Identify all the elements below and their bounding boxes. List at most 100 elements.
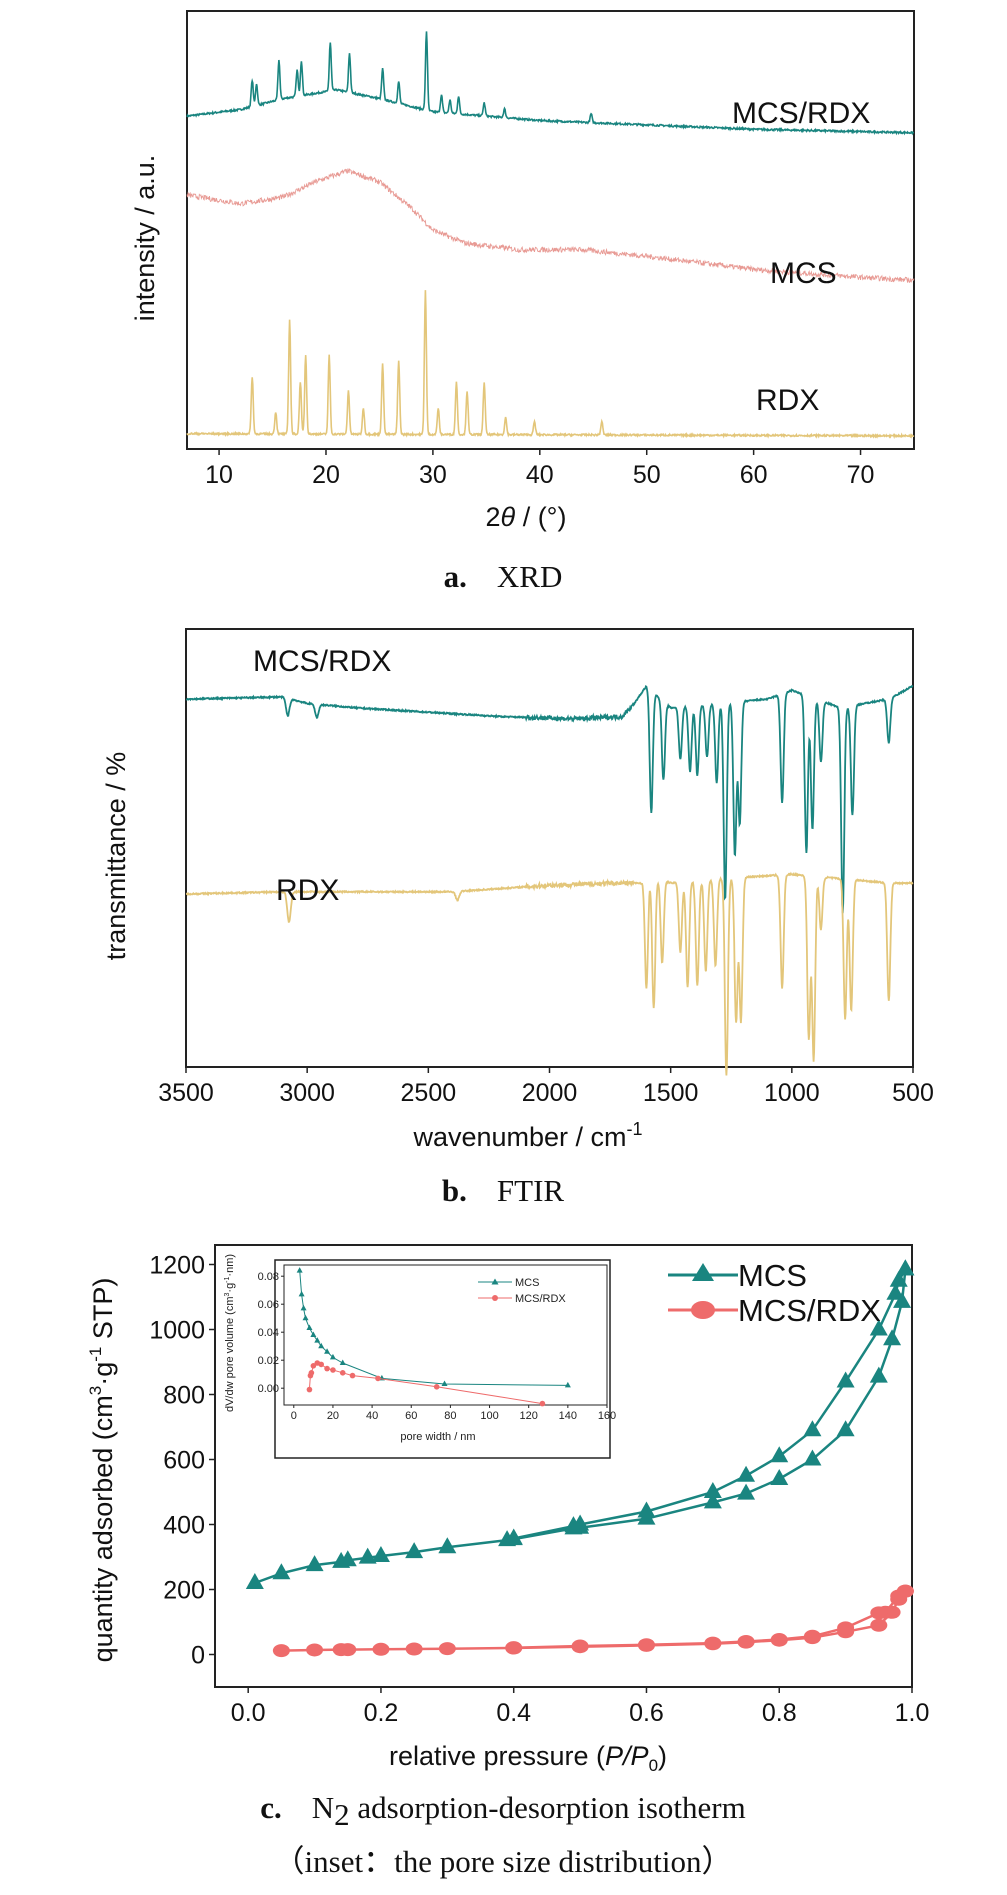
xrd-panel: 10 20 30 40 50 60 70 MCS/RDX MCS RDX intensity… (130, 10, 915, 594)
inset-y-axis-label: dV/dw pore volume (cm3·g-1·nm) (224, 1254, 236, 1412)
ftir-series-label-mcs-rdx: MCS/RDX (253, 645, 391, 678)
xrd-x-tick-label: 70 (847, 461, 875, 489)
inset-y-tick-label: 0.08 (258, 1271, 279, 1283)
bet-point-mcs (893, 1291, 912, 1308)
bet-point-mcs (703, 1482, 722, 1498)
xrd-x-tick-label: 60 (740, 461, 768, 489)
inset-point-mcs-rdx (349, 1372, 356, 1379)
bet-caption-letter: c. (260, 1790, 282, 1825)
xrd-x-tick-label: 10 (205, 461, 233, 489)
ftir-panel: 3500 3000 2500 2000 1500 1000 500 MCS/RDX RDX … (101, 628, 934, 1208)
bet-caption-line1: c. N2 adsorption-desorption isotherm (260, 1790, 745, 1832)
inset-x-tick-label: 100 (480, 1410, 498, 1422)
ftir-x-axis-label: wavenumber / cm-1 (412, 1119, 642, 1152)
inset-point-mcs (339, 1359, 346, 1365)
bet-x-tick-label: 0.0 (231, 1699, 266, 1727)
bet-y-axis-label: quantity adsorbed (cm3·g-1 STP) (86, 1278, 118, 1663)
bet-point-mcs (405, 1542, 424, 1559)
bet-point-mcs-rdx (737, 1635, 755, 1648)
bet-x-tick-label: 0.6 (629, 1699, 664, 1727)
bet-point-mcs (564, 1516, 583, 1533)
bet-point-mcs-rdx (890, 1589, 908, 1603)
inset-x-tick-label: 80 (444, 1410, 456, 1422)
bet-x-tick-label: 0.8 (762, 1699, 797, 1727)
legend-label-mcs-rdx: MCS/RDX (738, 1293, 881, 1328)
bet-point-mcs-rdx (372, 1642, 390, 1656)
ftir-x-tick-label: 1000 (764, 1079, 820, 1107)
bet-y-tick-label: 1200 (149, 1252, 205, 1280)
ftir-x-tick-label: 1500 (643, 1079, 699, 1107)
bet-point-mcs (305, 1555, 324, 1572)
inset-point-mcs-rdx (330, 1367, 336, 1373)
bet-point-mcs (869, 1319, 888, 1336)
bet-y-tick-label: 400 (163, 1512, 205, 1540)
inset-legend: MCS MCS/RDX (478, 1277, 566, 1305)
inset-plot-frame (283, 1264, 608, 1406)
inset-x-tick-label: 60 (405, 1410, 417, 1422)
inset-x-axis-label: pore width / nm (400, 1431, 475, 1443)
ftir-plot-frame (185, 628, 914, 1068)
bet-point-mcs (896, 1259, 915, 1276)
bet-caption-line2: （inset：the pore size distribution） (274, 1844, 733, 1879)
bet-point-mcs (272, 1563, 291, 1580)
bet-point-mcs-rdx (505, 1641, 523, 1655)
xrd-series-label-mcs-rdx: MCS/RDX (732, 97, 870, 130)
bet-point-mcs (869, 1366, 888, 1383)
xrd-plot-frame (186, 10, 915, 450)
ftir-x-tick-label: 500 (892, 1079, 934, 1107)
ftir-x-ticks: 3500 3000 2500 2000 1500 1000 500 (158, 1067, 934, 1107)
bet-point-mcs (438, 1537, 457, 1554)
inset-point-mcs (318, 1342, 325, 1349)
bet-point-mcs-rdx (571, 1639, 589, 1653)
bet-point-mcs-rdx (870, 1606, 888, 1620)
bet-y-tick-label: 800 (163, 1382, 205, 1410)
inset-x-tick-label: 120 (520, 1410, 538, 1422)
ftir-series-mcs-rdx (185, 684, 914, 914)
inset-point-mcs-rdx (539, 1400, 546, 1407)
xrd-x-ticks: 10 20 30 40 50 60 70 (205, 449, 874, 489)
xrd-x-tick-label: 50 (633, 461, 661, 489)
inset-y-tick-label: 0.04 (258, 1327, 279, 1339)
legend-label-mcs: MCS (738, 1258, 807, 1293)
inset-point-mcs (314, 1337, 321, 1343)
bet-x-axis-label: relative pressure (P/P0) (389, 1741, 667, 1775)
xrd-caption-text: XRD (497, 559, 562, 594)
inset-point-mcs-rdx (324, 1365, 330, 1372)
bet-point-mcs-rdx (405, 1642, 423, 1656)
ftir-x-tick-label: 3000 (279, 1079, 335, 1107)
bet-point-mcs-rdx (637, 1638, 655, 1652)
inset-point-mcs-rdx (308, 1370, 315, 1376)
bet-point-mcs (637, 1501, 656, 1518)
inset-point-mcs-rdx (306, 1386, 313, 1393)
bet-point-mcs (803, 1449, 822, 1466)
ftir-x-tick-label: 3500 (158, 1079, 214, 1107)
bet-plot-frame (214, 1244, 913, 1688)
bet-point-mcs (737, 1483, 756, 1500)
bet-point-mcs-rdx (704, 1636, 722, 1650)
xrd-x-tick-label: 30 (419, 461, 447, 489)
ftir-x-tick-label: 2000 (522, 1079, 578, 1107)
inset-point-mcs (302, 1314, 309, 1321)
inset-chart: 0 20 40 60 80 100 120 140 160 0.00 0.02 0.04 0.06 0.0… (224, 1254, 616, 1459)
ftir-series-label-rdx: RDX (276, 874, 339, 907)
xrd-caption-letter: a. (444, 559, 467, 594)
bet-series-group (245, 1259, 915, 1658)
inset-legend-label-mcs: MCS (515, 1277, 539, 1289)
ftir-series-group (185, 684, 914, 1076)
bet-point-mcs (371, 1546, 390, 1563)
inset-point-mcs (564, 1381, 571, 1388)
bet-point-mcs (245, 1573, 264, 1589)
inset-point-mcs-rdx (433, 1384, 440, 1390)
inset-point-mcs-rdx (375, 1375, 381, 1382)
bet-point-mcs-rdx (837, 1621, 855, 1635)
bet-point-mcs (836, 1420, 855, 1437)
ftir-caption: b. FTIR (442, 1173, 565, 1208)
legend-marker-mcs (692, 1263, 714, 1281)
bet-point-mcs (504, 1528, 523, 1545)
inset-x-tick-label: 0 (291, 1410, 297, 1422)
ftir-caption-letter: b. (442, 1173, 467, 1208)
inset-y-tick-label: 0.02 (258, 1355, 279, 1367)
bet-x-ticks: 0.0 0.2 0.4 0.6 0.8 1.0 (231, 1687, 929, 1727)
xrd-series-mcs-rdx (186, 31, 915, 136)
bet-legend: MCS MCS/RDX (668, 1258, 881, 1328)
